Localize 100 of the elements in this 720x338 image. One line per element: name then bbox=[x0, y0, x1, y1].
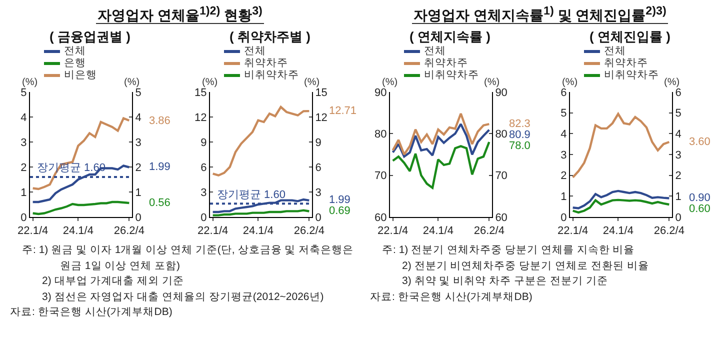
line-series bbox=[572, 190, 670, 210]
line-series bbox=[212, 198, 310, 214]
text: 주: 1) 전분기 연체차주중 당분기 연체를 지속한 비율 bbox=[381, 243, 636, 258]
y2-axis-title: (%) bbox=[484, 77, 500, 88]
legend-label: 비은행 bbox=[64, 69, 97, 81]
legend-label: 전체 bbox=[424, 45, 446, 57]
y-tick-label: 5 bbox=[20, 86, 27, 99]
y-axis-title: (%) bbox=[382, 77, 398, 88]
y-tick-label: 6 bbox=[200, 162, 207, 174]
data-label: 0.69 bbox=[329, 205, 350, 217]
line-series bbox=[392, 140, 490, 189]
y2-tick-label: 60 bbox=[495, 212, 508, 224]
y-tick-label: 2 bbox=[560, 170, 567, 182]
legend-label: 취약차주 bbox=[244, 57, 288, 69]
y-tick-label: 15 bbox=[194, 86, 207, 99]
y-tick-label: 4 bbox=[560, 128, 567, 141]
y-axis-title: (%) bbox=[562, 77, 578, 88]
y-tick-label: 5 bbox=[560, 108, 567, 120]
data-label: 12.71 bbox=[329, 105, 357, 117]
text: 주: 1) 원금 및 이자 1개월 이상 연체 기준(단, 상호금융 및 저축은행은 원금 1일 이상 연체 포함) bbox=[21, 243, 355, 274]
y2-tick-label: 70 bbox=[495, 170, 508, 182]
x-tick-label: 26.2/4 bbox=[654, 225, 684, 238]
legend-label: 취약차주 bbox=[424, 57, 468, 69]
y2-tick-label: 6 bbox=[675, 86, 682, 99]
y2-tick-label: 2 bbox=[675, 170, 682, 182]
data-label: 80.9 bbox=[509, 129, 530, 141]
text: 자료: 한국은행 시산(가계부채DB) bbox=[370, 290, 534, 304]
y-tick-label: 60 bbox=[374, 212, 387, 224]
x-tick-label: 26.2/4 bbox=[294, 225, 324, 238]
y-tick-label: 3 bbox=[200, 186, 207, 199]
y2-tick-label: 90 bbox=[495, 86, 508, 99]
y-tick-label: 0 bbox=[560, 212, 567, 224]
y2-tick-label: 3 bbox=[315, 186, 322, 199]
legend-label: 전체 bbox=[244, 45, 266, 57]
text: 자영업자 연체율$^{1)2)}$ 현황$^{3)}$ bbox=[96, 4, 264, 24]
x-tick-label: 24.1/4 bbox=[62, 225, 94, 238]
x-tick-label: 22.1/4 bbox=[198, 225, 228, 238]
legend-label: 전체 bbox=[604, 45, 626, 57]
y2-tick-label: 5 bbox=[135, 86, 142, 99]
x-tick-label: 24.1/4 bbox=[242, 225, 274, 238]
x-tick-label: 24.1/4 bbox=[602, 225, 634, 238]
y2-tick-label: 9 bbox=[315, 136, 322, 149]
x-tick-label: 22.1/4 bbox=[18, 225, 48, 238]
y2-tick-label: 4 bbox=[135, 112, 142, 124]
data-label: 0.60 bbox=[689, 203, 710, 215]
x-tick-label: 24.1/4 bbox=[422, 225, 454, 238]
chart-subtitle: ( 연체진입률 ) bbox=[588, 28, 672, 46]
y-tick-label: 1 bbox=[560, 191, 567, 204]
y2-tick-label: 0 bbox=[675, 212, 682, 224]
line-series bbox=[392, 122, 490, 158]
y2-tick-label: 12 bbox=[315, 112, 328, 124]
y2-tick-label: 2 bbox=[135, 162, 142, 174]
legend-label: 비취약차주 bbox=[424, 69, 479, 81]
y-tick-label: 70 bbox=[374, 170, 387, 182]
line-series bbox=[572, 198, 670, 214]
data-label: 0.56 bbox=[149, 197, 170, 209]
y2-tick-label: 4 bbox=[675, 128, 682, 141]
chart-subtitle: ( 금융업권별 ) bbox=[48, 28, 132, 46]
y2-tick-label: 15 bbox=[315, 86, 328, 99]
y2-tick-label: 0 bbox=[135, 212, 142, 224]
data-label: 3.86 bbox=[149, 115, 170, 127]
y2-tick-label: 0 bbox=[315, 212, 322, 224]
text: 2) 대부업 가계대출 제외 기준 bbox=[41, 274, 186, 289]
legend-label: 취약차주 bbox=[604, 57, 648, 69]
chart-subtitle: ( 연체지속률 ) bbox=[408, 28, 492, 46]
data-label: 1.99 bbox=[149, 161, 170, 173]
x-tick-label: 26.2/4 bbox=[474, 225, 504, 238]
y-tick-label: 0 bbox=[20, 212, 27, 224]
text: 3) 점선은 자영업자 대출 연체율의 장기평균(2012~2026년) bbox=[41, 290, 325, 304]
ref-line-label: 장기평균 1.60 bbox=[217, 189, 286, 201]
line-series bbox=[392, 112, 490, 156]
y2-tick-label: 6 bbox=[315, 162, 322, 174]
text: 3) 취약 및 비취약 차주 구분은 전분기 기준 bbox=[401, 274, 609, 289]
y2-tick-label: 3 bbox=[135, 136, 142, 149]
data-label: 82.3 bbox=[509, 118, 530, 130]
legend-label: 비취약차주 bbox=[244, 69, 299, 81]
y-axis-title: (%) bbox=[202, 77, 218, 88]
y2-axis-title: (%) bbox=[124, 77, 140, 88]
y-tick-label: 3 bbox=[560, 149, 567, 162]
y-tick-label: 12 bbox=[194, 112, 207, 124]
y-tick-label: 0 bbox=[200, 212, 207, 224]
chart-subtitle: ( 취약차주별 ) bbox=[228, 28, 312, 46]
data-label: 3.60 bbox=[689, 136, 710, 148]
y2-tick-label: 1 bbox=[675, 191, 682, 204]
line-series bbox=[572, 112, 670, 179]
y-tick-label: 3 bbox=[20, 136, 27, 149]
y2-tick-label: 1 bbox=[135, 186, 142, 199]
line-series bbox=[32, 164, 130, 204]
y2-tick-label: 5 bbox=[675, 108, 682, 120]
y-axis-title: (%) bbox=[22, 77, 38, 88]
text: 자료: 한국은행 시산(가계부채DB) bbox=[10, 305, 174, 320]
data-label: 78.0 bbox=[509, 140, 530, 152]
x-tick-label: 26.2/4 bbox=[114, 225, 144, 238]
y-tick-label: 9 bbox=[200, 136, 207, 149]
legend-label: 비취약차주 bbox=[604, 69, 659, 81]
legend-label: 전체 bbox=[64, 45, 86, 57]
y2-axis-title: (%) bbox=[304, 77, 320, 88]
data-label: 0.90 bbox=[689, 192, 710, 204]
y-tick-label: 80 bbox=[374, 128, 387, 141]
y2-tick-label: 80 bbox=[495, 128, 508, 141]
